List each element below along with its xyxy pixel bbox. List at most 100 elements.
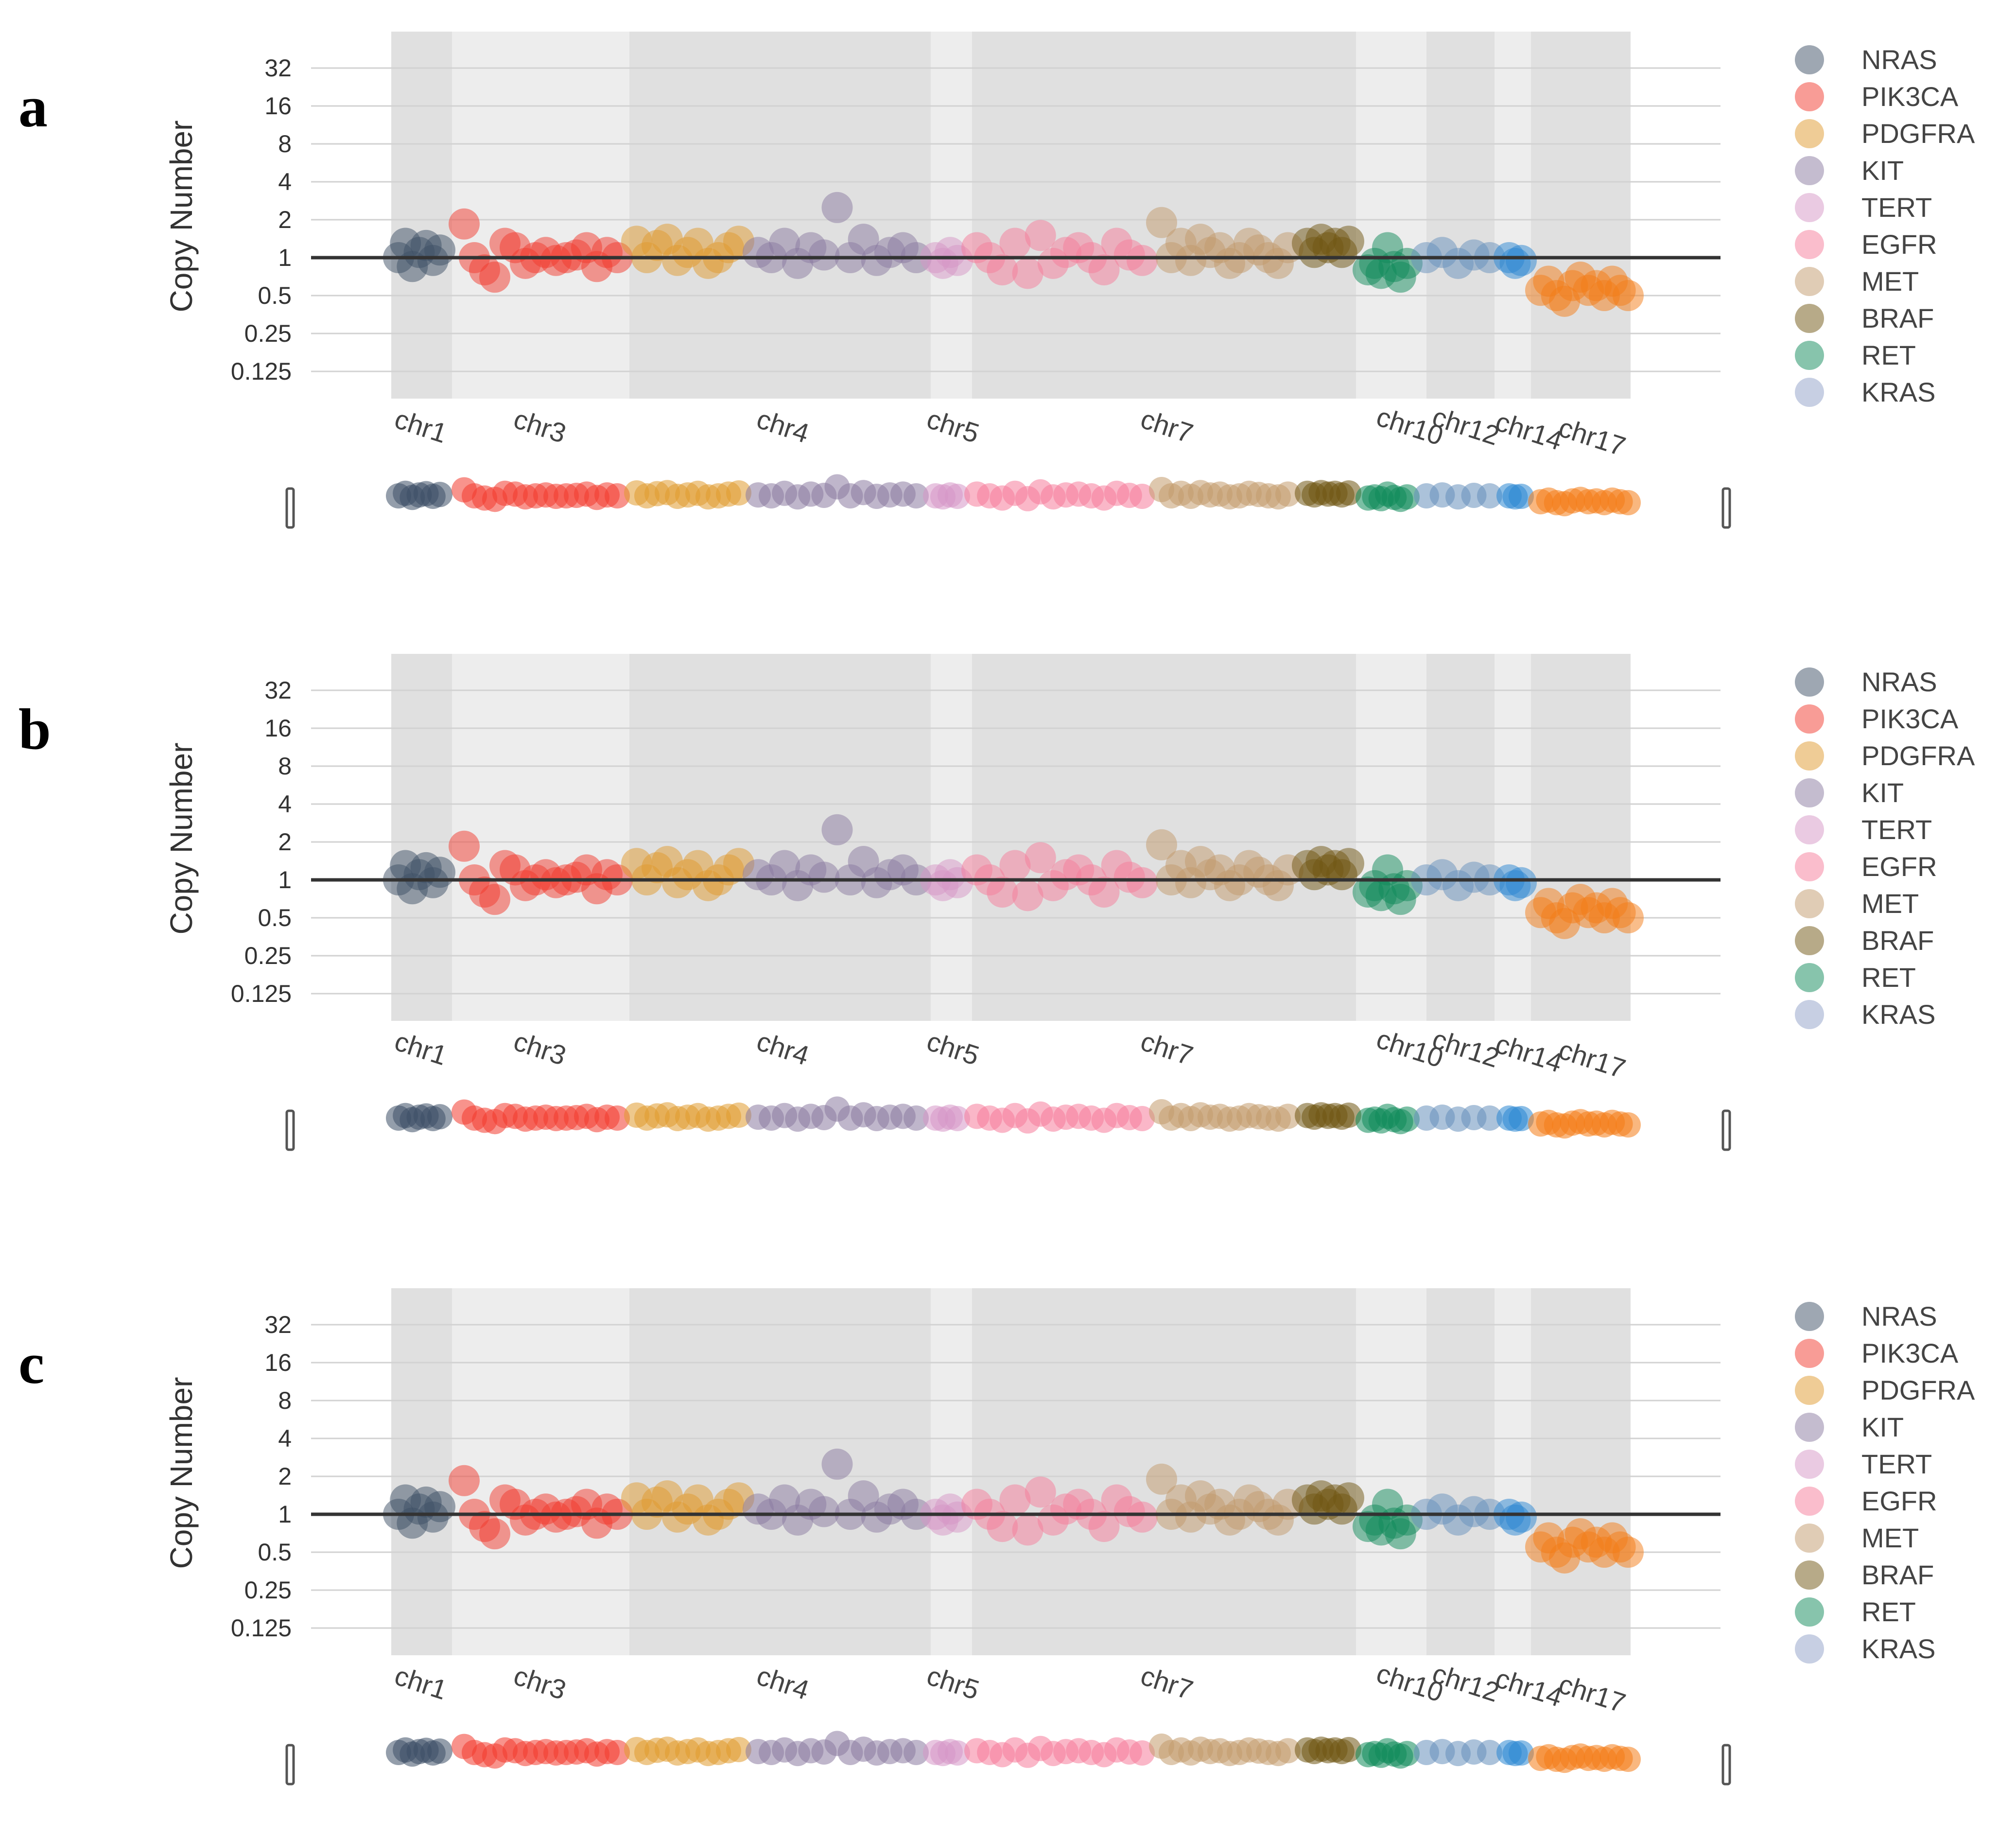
data-point-chr17	[1613, 280, 1644, 311]
data-point-met	[1146, 1463, 1177, 1495]
legend-label: PIK3CA	[1861, 703, 1959, 734]
y-tick-label: 4	[278, 790, 292, 818]
data-point-egfr	[987, 254, 1018, 286]
y-tick-label: 0.25	[244, 1577, 292, 1604]
y-tick-label: 32	[264, 54, 292, 82]
legend-label: NRAS	[1861, 1301, 1937, 1331]
minimap-point-ret	[1394, 1741, 1420, 1767]
minimap-point-kras	[1477, 1740, 1502, 1765]
chromosome-band	[1356, 654, 1426, 1021]
data-point-met	[1146, 207, 1177, 238]
minimap-point-chr17	[1616, 490, 1641, 515]
y-tick-label: 0.25	[244, 320, 292, 347]
y-tick-label: 0.5	[258, 904, 292, 931]
minimap-point-met	[1275, 481, 1301, 507]
y-tick-label: 8	[278, 1387, 292, 1414]
legend-label: EGFR	[1861, 229, 1937, 260]
data-point-chr17	[1613, 902, 1644, 933]
chromosome-band	[629, 654, 931, 1021]
legend-label: PDGFRA	[1861, 1375, 1975, 1405]
data-point-kit	[821, 814, 853, 845]
x-tick-label: chr4	[753, 1026, 813, 1071]
data-point-pik3ca	[479, 1518, 510, 1550]
data-point-kit	[808, 1496, 840, 1527]
x-tick-label: chr7	[1137, 403, 1197, 449]
minimap-point-kit	[904, 1740, 929, 1765]
data-point-egfr	[1127, 245, 1158, 276]
legend-marker	[1795, 1339, 1824, 1368]
minimap-point-pdgfra	[726, 1736, 751, 1762]
chromosome-band	[629, 32, 931, 399]
data-point-egfr	[987, 1511, 1018, 1542]
panel-letter: a	[18, 74, 48, 139]
x-tick-label: chr14	[1492, 1028, 1566, 1078]
legend-marker	[1795, 193, 1824, 222]
minimap-point-pdgfra	[726, 1102, 751, 1128]
y-tick-label: 4	[278, 168, 292, 195]
legend-marker	[1795, 667, 1824, 697]
data-point-braf	[1333, 848, 1364, 879]
y-tick-label: 1	[278, 244, 292, 271]
data-point-pik3ca	[449, 830, 480, 862]
legend-marker	[1795, 1302, 1824, 1331]
y-tick-label: 16	[264, 1349, 292, 1376]
x-tick-label: chr17	[1555, 1034, 1630, 1084]
legend-marker	[1795, 1413, 1824, 1442]
legend-label: KIT	[1861, 777, 1904, 808]
x-tick-label: chr4	[753, 403, 813, 449]
legend-label: KIT	[1861, 1412, 1904, 1442]
panel-b: b 32 16 8 4 2 1 0.5 0.25 0.125 Copy Number chr1 chr3…	[18, 654, 1975, 1151]
legend-marker	[1795, 778, 1824, 807]
legend-label: TERT	[1861, 192, 1932, 223]
legend-marker	[1795, 341, 1824, 370]
legend-marker	[1795, 1524, 1824, 1553]
data-point-met	[1146, 829, 1177, 860]
legend-label: MET	[1861, 888, 1919, 919]
x-tick-label: chr5	[923, 1660, 983, 1706]
chromosome-band	[931, 1288, 972, 1655]
x-tick-label: chr3	[510, 1660, 570, 1706]
x-tick-label: chr14	[1492, 406, 1566, 456]
chromosome-band	[1531, 654, 1631, 1021]
legend-label: KRAS	[1861, 999, 1936, 1030]
minimap-point-chr17	[1616, 1112, 1641, 1138]
data-point-egfr	[1088, 1511, 1120, 1542]
legend-label: PDGFRA	[1861, 740, 1975, 771]
chromosome-band	[452, 32, 629, 399]
range-handle-right	[1721, 1109, 1731, 1151]
legend-marker	[1795, 926, 1824, 955]
chromosome-band	[391, 32, 452, 399]
legend-label: NRAS	[1861, 44, 1937, 75]
legend-label: RET	[1861, 1596, 1916, 1627]
y-tick-label: 8	[278, 130, 292, 158]
legend-marker	[1795, 156, 1824, 185]
legend-marker	[1795, 1000, 1824, 1029]
y-tick-label: 0.25	[244, 942, 292, 969]
legend-label: MET	[1861, 266, 1919, 297]
y-tick-label: 0.5	[258, 282, 292, 309]
legend-marker	[1795, 1597, 1824, 1627]
chromosome-band	[931, 654, 972, 1021]
minimap-point-kras	[1477, 1105, 1502, 1131]
chromosome-band	[1495, 654, 1531, 1021]
minimap-point-pdgfra	[726, 480, 751, 506]
chromosome-band	[1426, 654, 1495, 1021]
data-point-egfr	[1127, 867, 1158, 898]
chromosome-band	[1495, 32, 1531, 399]
minimap-point-met	[1275, 1738, 1301, 1764]
y-tick-label: 2	[278, 206, 292, 233]
data-point-egfr	[1025, 1476, 1056, 1508]
data-point-pik3ca	[449, 208, 480, 240]
chromosome-band	[391, 1288, 452, 1655]
panel-letter: c	[18, 1331, 44, 1396]
range-handle-right	[1721, 487, 1731, 529]
legend-marker	[1795, 889, 1824, 918]
x-tick-label: chr7	[1137, 1660, 1197, 1706]
chromosome-band	[1495, 1288, 1531, 1655]
legend-marker	[1795, 119, 1824, 148]
panel-c: c 32 16 8 4 2 1 0.5 0.25 0.125 Copy Number chr1 chr3…	[18, 1288, 1975, 1786]
legend-marker	[1795, 1487, 1824, 1516]
minimap-point-braf	[1336, 1102, 1361, 1128]
data-point-nras	[424, 1491, 455, 1523]
data-point-nras	[424, 857, 455, 888]
